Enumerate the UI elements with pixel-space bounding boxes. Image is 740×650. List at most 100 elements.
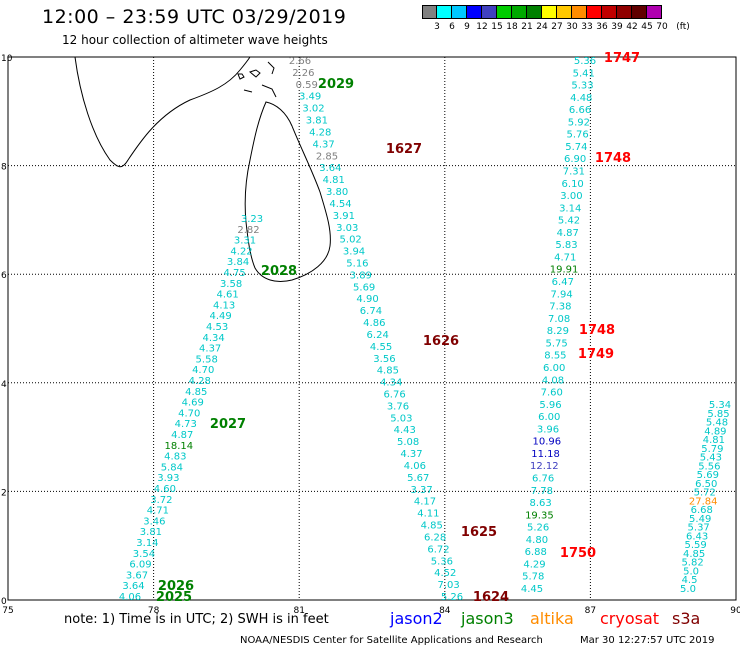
wave-height-value: 3.64 bbox=[122, 581, 144, 592]
wave-height-value: 7.60 bbox=[541, 388, 563, 399]
legend-item-s3a: s3a bbox=[672, 609, 701, 628]
pass-time-label: 2026 bbox=[158, 579, 194, 594]
wave-height-value: 5.59 bbox=[684, 540, 706, 551]
wave-height-value: 3.00 bbox=[560, 191, 582, 202]
scale-label: 9 bbox=[464, 22, 470, 32]
wave-height-value: 7.94 bbox=[550, 289, 572, 300]
scale-swatch bbox=[632, 5, 647, 19]
wave-height-value: 5.69 bbox=[697, 470, 719, 481]
wave-height-value: 4.61 bbox=[216, 290, 238, 301]
pass-time-label: 1624 bbox=[473, 590, 509, 605]
wave-height-value: 4.83 bbox=[164, 452, 186, 463]
wave-height-value: 7.38 bbox=[549, 302, 571, 313]
wave-height-value: 4.37 bbox=[199, 344, 221, 355]
wave-height-value: 4.81 bbox=[703, 435, 725, 446]
wave-height-value: 7.08 bbox=[548, 314, 570, 325]
wave-height-value: 8.63 bbox=[529, 498, 551, 509]
wave-height-value: 5.0 bbox=[680, 584, 696, 595]
wave-height-value: 4.53 bbox=[206, 322, 228, 333]
footer-note: note: 1) Time is in UTC; 2) SWH is in fe… bbox=[64, 612, 329, 627]
wave-height-value: 4.17 bbox=[414, 497, 436, 508]
wave-height-value: 4.69 bbox=[182, 398, 204, 409]
wave-height-value: 5.16 bbox=[346, 258, 368, 269]
wave-height-value: 6.76 bbox=[532, 473, 554, 484]
wave-height-value: 4.70 bbox=[178, 408, 200, 419]
legend-item-jason3: jason3 bbox=[461, 609, 514, 628]
wave-height-value: 19.35 bbox=[525, 510, 554, 521]
scale-label: 70 bbox=[656, 22, 668, 32]
wave-height-value: 5.36 bbox=[431, 556, 453, 567]
y-tick-label: 4 bbox=[1, 380, 7, 390]
wave-height-value: 6.28 bbox=[424, 532, 446, 543]
wave-height-value: 4.87 bbox=[557, 228, 579, 239]
pass-time-label: 2028 bbox=[261, 264, 297, 279]
legend-item-jason2: jason2 bbox=[390, 609, 443, 628]
wave-height-value: 4.37 bbox=[313, 139, 335, 150]
scale-label: (ft) bbox=[676, 22, 690, 32]
scale-swatch bbox=[512, 5, 527, 19]
wave-height-value: 5.42 bbox=[558, 216, 580, 227]
wave-height-value: 4.71 bbox=[147, 506, 169, 517]
wave-height-value: 4.13 bbox=[213, 300, 235, 311]
pass-time-label: 1627 bbox=[386, 142, 422, 157]
wave-height-value: 4.87 bbox=[171, 430, 193, 441]
wave-height-value: 5.84 bbox=[161, 462, 183, 473]
page-title: 12:00 – 23:59 UTC 03/29/2019 bbox=[42, 6, 347, 28]
wave-height-value: 8.29 bbox=[547, 326, 569, 337]
y-tick-label: 10 bbox=[1, 54, 13, 64]
timestamp: Mar 30 12:27:57 UTC 2019 bbox=[580, 635, 715, 646]
wave-height-value: 5.76 bbox=[566, 130, 588, 141]
wave-height-value: 3.64 bbox=[319, 163, 341, 174]
wave-height-value: 12.12 bbox=[530, 461, 559, 472]
wave-height-value: 5.33 bbox=[571, 81, 593, 92]
wave-height-value: 4.70 bbox=[192, 365, 214, 376]
x-tick-label: 78 bbox=[148, 606, 160, 616]
pass-time-label: 1626 bbox=[423, 334, 459, 349]
wave-height-value: 4.73 bbox=[175, 419, 197, 430]
wave-height-value: 5.48 bbox=[706, 418, 728, 429]
wave-height-value: 3.58 bbox=[220, 279, 242, 290]
wave-height-value: 3.49 bbox=[299, 92, 321, 103]
wave-height-value: 3.91 bbox=[333, 211, 355, 222]
pass-time-label: 1625 bbox=[461, 525, 497, 540]
wave-height-value: 7.03 bbox=[437, 580, 459, 591]
wave-height-labels: 2.662.260.593.493.023.814.284.372.853.64… bbox=[119, 51, 731, 605]
wave-height-value: 4.45 bbox=[521, 584, 543, 595]
wave-height-value: 4.5 bbox=[682, 575, 698, 586]
wave-height-value: 4.54 bbox=[329, 199, 351, 210]
x-tick-label: 87 bbox=[585, 606, 596, 616]
wave-height-value: 3.02 bbox=[302, 104, 324, 115]
wave-height-value: 6.74 bbox=[360, 306, 382, 317]
wave-height-value: 4.85 bbox=[185, 387, 207, 398]
wave-height-value: 4.75 bbox=[223, 268, 245, 279]
wave-height-value: 6.00 bbox=[543, 363, 565, 374]
wave-height-value: 18.14 bbox=[164, 441, 193, 452]
wave-height-value: 6.09 bbox=[129, 560, 151, 571]
wave-height-value: 3.93 bbox=[157, 473, 179, 484]
wave-height-value: 4.89 bbox=[704, 426, 726, 437]
wave-height-value: 4.06 bbox=[404, 461, 426, 472]
wave-height-value: 4.85 bbox=[377, 366, 399, 377]
wave-height-value: 3.37 bbox=[410, 485, 432, 496]
map-frame bbox=[7, 56, 737, 601]
wave-height-value: 5.72 bbox=[694, 488, 716, 499]
wave-height-value: 5.82 bbox=[681, 558, 703, 569]
wave-height-value: 3.72 bbox=[150, 495, 172, 506]
wave-height-value: 3.67 bbox=[126, 570, 148, 581]
wave-height-value: 6.43 bbox=[686, 531, 708, 542]
wave-height-value: 5.74 bbox=[565, 142, 587, 153]
x-tick-label: 84 bbox=[439, 606, 451, 616]
wave-height-value: 2.85 bbox=[316, 151, 338, 162]
pass-time-label: 1748 bbox=[579, 323, 615, 338]
scale-swatch bbox=[467, 5, 482, 19]
scale-label: 30 bbox=[566, 22, 578, 32]
scale-label: 18 bbox=[506, 22, 518, 32]
scale-label: 33 bbox=[581, 22, 593, 32]
wave-height-value: 6.66 bbox=[569, 105, 591, 116]
scale-swatch bbox=[602, 5, 617, 19]
x-tick-label: 90 bbox=[730, 606, 740, 616]
wave-height-value: 4.85 bbox=[421, 521, 443, 532]
wave-height-value: 10.96 bbox=[532, 437, 561, 448]
wave-height-value: 6.76 bbox=[383, 390, 405, 401]
scale-label: 24 bbox=[536, 22, 548, 32]
